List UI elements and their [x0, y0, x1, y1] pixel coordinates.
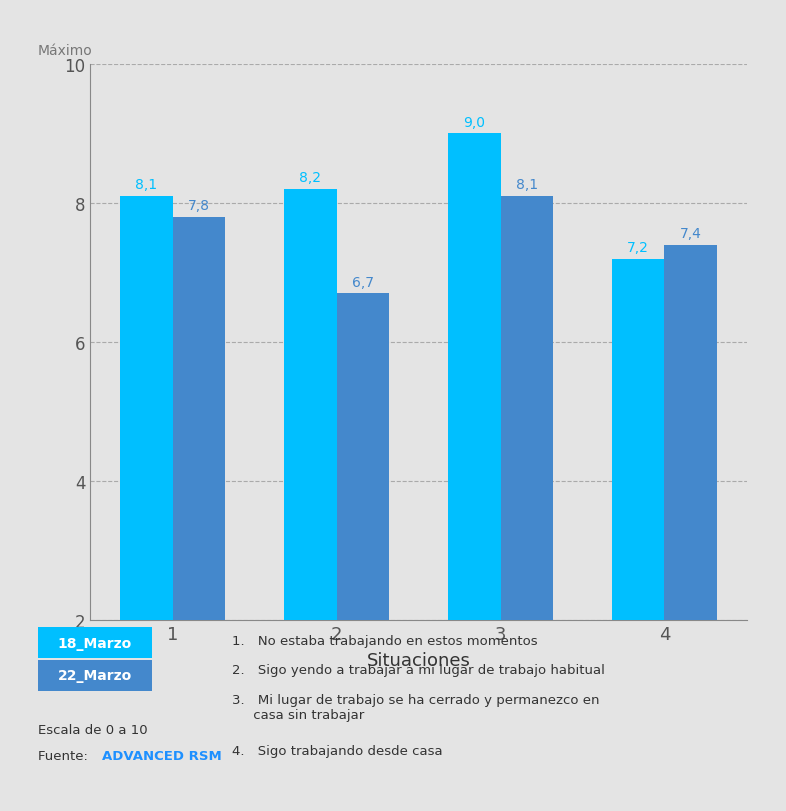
Bar	[336, 294, 389, 759]
Text: Máximo: Máximo	[38, 45, 93, 58]
Text: 1. No estaba trabajando en estos momentos: 1. No estaba trabajando en estos momento…	[232, 634, 538, 647]
Bar	[664, 246, 717, 759]
Text: 8,1: 8,1	[135, 178, 157, 192]
Text: Fuente:: Fuente:	[38, 749, 92, 762]
Bar	[284, 190, 336, 759]
Text: 9,0: 9,0	[463, 115, 485, 130]
Text: 3. Mi lugar de trabajo se ha cerrado y permanezco en
     casa sin trabajar: 3. Mi lugar de trabajo se ha cerrado y p…	[232, 693, 600, 721]
Text: 8,2: 8,2	[299, 171, 321, 185]
Text: 2. Sigo yendo a trabajar a mi lugar de trabajo habitual: 2. Sigo yendo a trabajar a mi lugar de t…	[232, 663, 604, 676]
Text: 18_Marzo: 18_Marzo	[57, 636, 132, 650]
Bar	[120, 197, 173, 759]
Bar	[501, 197, 553, 759]
Bar	[612, 260, 664, 759]
Text: 8,1: 8,1	[516, 178, 538, 192]
Text: 7,2: 7,2	[627, 241, 649, 255]
Text: 4. Sigo trabajando desde casa: 4. Sigo trabajando desde casa	[232, 744, 443, 757]
Text: ADVANCED RSM: ADVANCED RSM	[102, 749, 222, 762]
Bar	[448, 135, 501, 759]
Text: 6,7: 6,7	[352, 275, 374, 290]
Text: 7,4: 7,4	[680, 226, 702, 241]
X-axis label: Situaciones: Situaciones	[366, 651, 471, 670]
Text: Escala de 0 a 10: Escala de 0 a 10	[38, 723, 147, 736]
Text: 22_Marzo: 22_Marzo	[57, 668, 132, 683]
Bar	[173, 217, 225, 759]
Text: 7,8: 7,8	[188, 199, 210, 212]
